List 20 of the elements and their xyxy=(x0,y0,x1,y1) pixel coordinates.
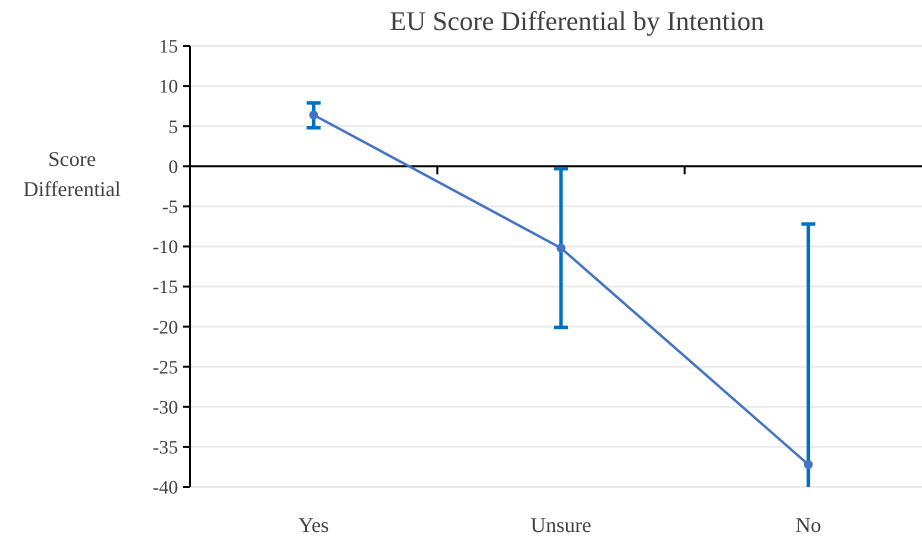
y-tick-label: -10 xyxy=(152,237,178,258)
y-tick-label: -20 xyxy=(152,317,178,338)
y-tick-label: 5 xyxy=(168,116,178,138)
point xyxy=(309,110,318,120)
y-tick-label: 0 xyxy=(168,156,178,178)
y-tick-label: -35 xyxy=(152,438,178,459)
y-tick-label: -40 xyxy=(152,478,178,499)
point xyxy=(556,244,566,253)
x-tick-label: Unsure xyxy=(530,513,592,537)
y-tick-label: 15 xyxy=(159,36,178,58)
y-tick-label: -5 xyxy=(162,197,178,218)
y-tick-label: -15 xyxy=(152,277,178,298)
y-tick-label: 10 xyxy=(159,76,178,98)
y-tick-label: -30 xyxy=(152,397,178,418)
x-tick-label: Yes xyxy=(298,513,329,537)
y-tick-label: -25 xyxy=(152,357,178,378)
x-tick-label: No xyxy=(795,513,822,537)
point xyxy=(804,460,813,470)
chart-title: EU Score Differential by Intention xyxy=(390,6,765,36)
y-axis-title: Score Differential xyxy=(23,147,121,201)
